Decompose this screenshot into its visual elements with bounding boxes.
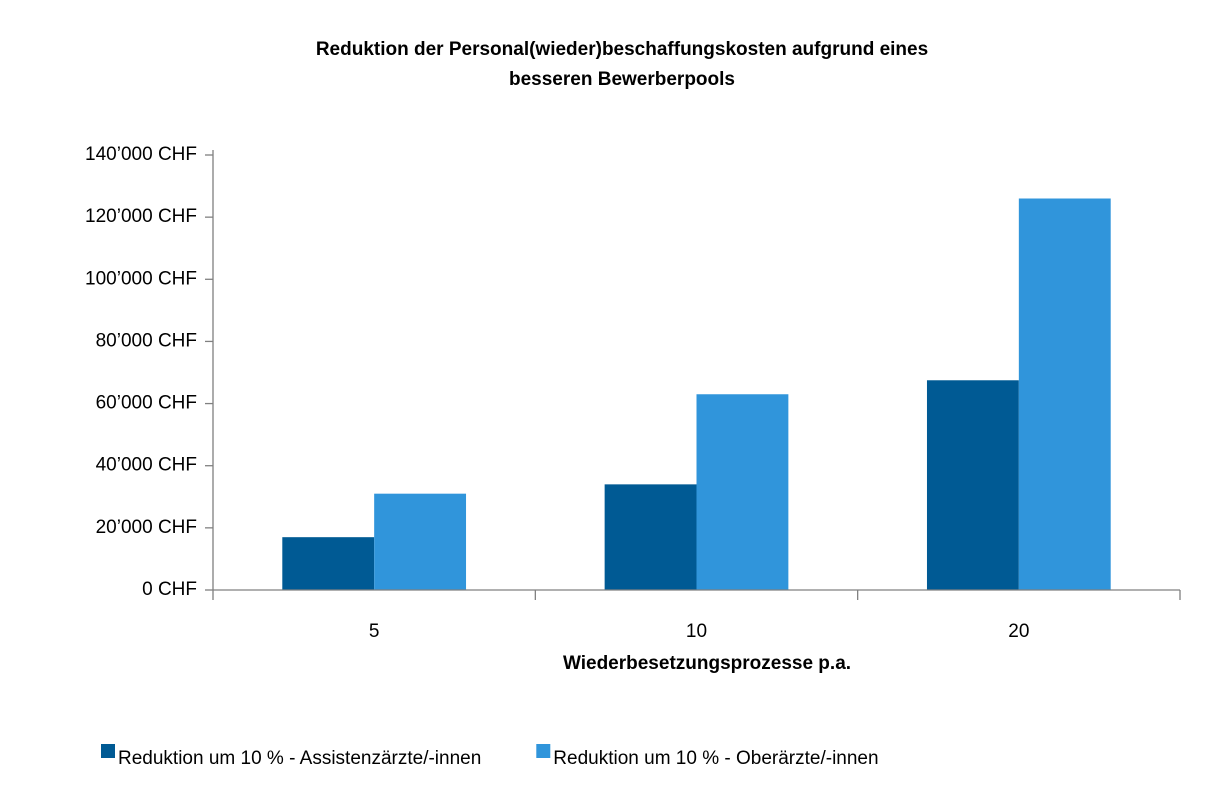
x-tick-label: 10 — [686, 621, 707, 642]
y-tick-label: 100’000 CHF — [85, 268, 197, 289]
y-tick-label: 140’000 CHF — [85, 144, 197, 165]
y-tick-label: 40’000 CHF — [96, 455, 197, 476]
x-tick-label: 5 — [369, 621, 380, 642]
y-tick-label: 60’000 CHF — [96, 393, 197, 414]
y-tick-label: 120’000 CHF — [85, 206, 197, 227]
y-tick-label: 20’000 CHF — [96, 517, 197, 538]
y-tick-label: 0 CHF — [142, 579, 197, 600]
y-tick-label: 80’000 CHF — [96, 330, 197, 351]
bar — [1018, 198, 1111, 590]
x-tick-label: 20 — [1008, 621, 1029, 642]
bar — [374, 493, 467, 590]
bar — [926, 380, 1019, 590]
bar — [604, 484, 697, 590]
x-axis-label: Wiederbesetzungsprozesse p.a. — [563, 653, 851, 674]
chart-title: Reduktion der Personal(wieder)beschaffun… — [316, 39, 928, 60]
chart-title: besseren Bewerberpools — [509, 69, 735, 90]
legend-label: Reduktion um 10 % - Oberärzte/-innen — [553, 748, 878, 769]
bar — [282, 537, 375, 590]
legend-label: Reduktion um 10 % - Assistenzärzte/-inne… — [118, 748, 481, 769]
legend-swatch — [536, 744, 551, 758]
bar — [696, 394, 789, 590]
legend-swatch — [101, 744, 115, 758]
